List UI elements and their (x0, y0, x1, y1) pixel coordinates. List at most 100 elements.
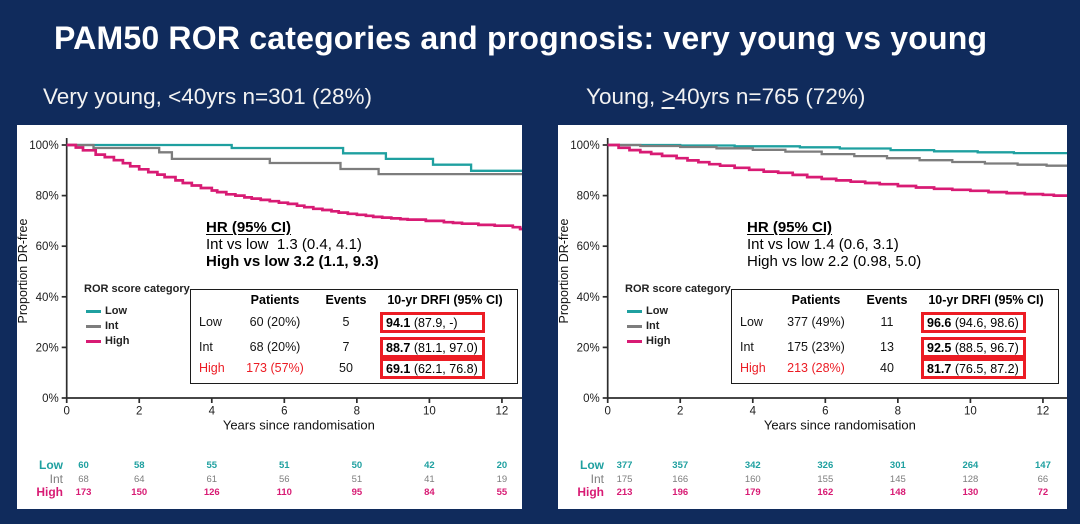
drfi-ci: (81.1, 97.0) (410, 340, 478, 355)
at-risk-label-low: Low (39, 457, 63, 472)
subtitle-young-prefix: Young, (586, 84, 662, 109)
hr-line-2: High vs low 2.2 (0.98, 5.0) (747, 253, 922, 271)
summary-row-label-low: Low (740, 315, 763, 329)
at-risk-value: 60 (78, 459, 89, 471)
at-risk-value: 95 (351, 486, 363, 498)
subtitle-very-young-prefix: Very young, (43, 84, 169, 109)
at-risk-value: 55 (496, 486, 508, 498)
at-risk-value: 61 (206, 473, 218, 485)
x-tick-label: 2 (677, 406, 683, 418)
drfi-highlight-box-low: 94.1 (87.9, -) (380, 312, 485, 333)
x-tick-label: 10 (964, 406, 977, 418)
km-curve-int (66, 143, 522, 176)
summary-row-label-high: High (199, 361, 225, 375)
x-tick-label: 6 (281, 406, 287, 418)
legend-label-int: Int (646, 320, 660, 332)
at-risk-value: 84 (424, 486, 435, 498)
at-risk-value: 41 (424, 473, 435, 485)
at-risk-value: 50 (351, 459, 363, 471)
at-risk-value: 148 (889, 486, 906, 498)
legend-item-int: Int (558, 319, 758, 333)
at-risk-value: 162 (817, 486, 834, 498)
at-risk-value: 166 (672, 473, 689, 485)
drfi-value: 88.7 (386, 340, 411, 355)
at-risk-value: 42 (424, 459, 435, 471)
at-risk-label-high: High (36, 484, 63, 499)
summary-table: Patients Events 10-yr DRFI (95% CI) Low 60 (… (190, 289, 518, 384)
drfi-ci: (94.6, 98.6) (951, 315, 1019, 330)
at-risk-value: 264 (962, 459, 979, 471)
col-header-patients: Patients (250, 293, 300, 307)
drfi-ci: (76.5, 87.2) (951, 361, 1019, 376)
km-curve-low (607, 143, 1067, 155)
at-risk-value: 19 (496, 473, 508, 485)
at-risk-value: 20 (496, 459, 508, 471)
legend-swatch-int (627, 325, 642, 328)
summary-events-int: 13 (880, 340, 894, 354)
legend-label-low: Low (646, 305, 668, 317)
at-risk-row-high: High 173 150 126 110 95 84 55 (17, 485, 522, 499)
hr-line-1: Int vs low 1.3 (0.4, 4.1) (206, 236, 362, 254)
x-tick-label: 4 (750, 406, 757, 418)
at-risk-value: 145 (889, 473, 906, 485)
drfi-ci: (88.5, 96.7) (951, 340, 1019, 355)
x-tick-label: 6 (822, 406, 828, 418)
at-risk-value: 147 (1035, 459, 1051, 471)
slide-title: PAM50 ROR categories and prognosis: very… (54, 20, 988, 56)
col-header-drfi: 10-yr DRFI (95% CI) (928, 293, 1044, 307)
col-header-patients: Patients (791, 293, 841, 307)
plot-axes (61, 138, 522, 403)
summary-events-low: 5 (342, 315, 350, 329)
x-axis-title: Years since randomisation (223, 418, 375, 433)
summary-table-border (190, 289, 518, 384)
x-tick-label: 4 (209, 406, 216, 418)
subtitle-young: Young, >40yrs n=765 (72%) (586, 84, 865, 110)
summary-table: Patients Events 10-yr DRFI (95% CI) Low 377 … (731, 289, 1059, 384)
km-plot-svg: 0 2 4 6 8 10 12 0% 20% 40% 60% 80% 100% Years since r… (17, 138, 522, 433)
col-header-drfi: 10-yr DRFI (95% CI) (387, 293, 503, 307)
summary-patients-low: 377 (49%) (787, 315, 845, 329)
legend-swatch-low (627, 310, 642, 313)
at-risk-value: 150 (131, 486, 148, 498)
subtitle-very-young-comparator: < (168, 84, 182, 109)
y-tick-label: 60% (577, 241, 600, 253)
at-risk-value: 126 (203, 486, 220, 498)
summary-patients-high: 173 (57%) (246, 361, 304, 375)
y-tick-label: 100% (570, 140, 599, 152)
hr-line-2: High vs low 3.2 (1.1, 9.3) (206, 253, 379, 271)
drfi-value: 94.1 (386, 315, 411, 330)
legend-swatch-low (86, 310, 101, 313)
x-tick-label: 12 (1037, 406, 1050, 418)
y-axis-title: Proportion DR-free (17, 219, 30, 324)
drfi-highlight-box-high: 69.1 (62.1, 76.8) (380, 358, 485, 379)
at-risk-value: 173 (75, 486, 92, 498)
subtitle-very-young-suffix: 40yrs n=301 (28%) (181, 84, 372, 109)
at-risk-row-high: High 213 196 179 162 148 130 72 (558, 485, 1067, 499)
y-tick-label: 20% (36, 342, 59, 354)
at-risk-value: 51 (351, 473, 363, 485)
legend-item-low: Low (17, 304, 217, 318)
drfi-value: 69.1 (386, 361, 411, 376)
legend-label-low: Low (105, 305, 127, 317)
legend-item-high: High (558, 334, 758, 348)
summary-row-label-int: Int (740, 340, 754, 354)
legend-item-high: High (17, 334, 217, 348)
col-header-events: Events (866, 293, 908, 307)
legend-item-low: Low (558, 304, 758, 318)
at-risk-value: 64 (133, 473, 145, 485)
legend-title: ROR score category (625, 283, 731, 295)
x-axis-title: Years since randomisation (764, 418, 916, 433)
legend-swatch-high (86, 339, 101, 343)
summary-patients-high: 213 (28%) (787, 361, 845, 375)
at-risk-label-low: Low (580, 457, 604, 472)
hr-annotation: HR (95% CI) Int vs low 1.4 (0.6, 3.1) High… (747, 219, 921, 271)
drfi-highlight-box-low: 96.6 (94.6, 98.6) (921, 312, 1026, 333)
at-risk-value: 301 (889, 459, 906, 471)
at-risk-value: 66 (1037, 473, 1049, 485)
at-risk-row-int: Int 175 166 160 155 145 128 66 (558, 472, 1067, 486)
hr-line-1: Int vs low 1.4 (0.6, 3.1) (747, 236, 899, 254)
at-risk-row-low: Low 60 58 55 51 50 42 20 (17, 458, 522, 472)
subtitle-young-suffix: 40yrs n=765 (72%) (674, 84, 866, 109)
x-tick-label: 0 (63, 406, 69, 418)
subtitle-very-young: Very young, <40yrs n=301 (28%) (43, 84, 372, 110)
